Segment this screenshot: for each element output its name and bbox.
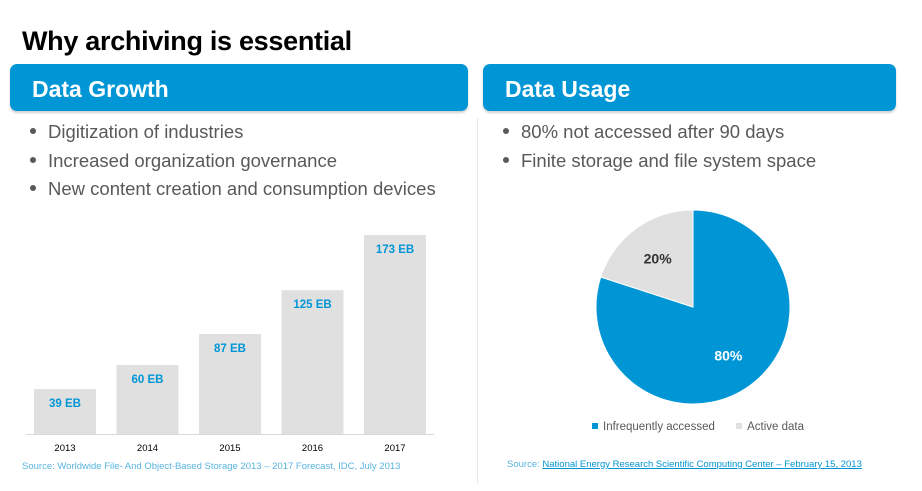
x-tick-label: 2014 [137,443,158,454]
bar-data-label: 87 EB [214,343,246,355]
bullet-text: Digitization of industries [48,121,244,142]
pie-data-label: 80% [714,348,743,364]
bar-2013 [34,389,96,434]
bullet-text: New content creation and consumption dev… [48,178,436,199]
data-growth-bar-chart: 39 EB 2013 60 EB 2014 87 EB 2015 125 EB 2016 173… [26,235,434,454]
bar-2015 [199,333,261,434]
bullet-text: 80% not accessed after 90 days [521,121,785,142]
bullet-dot-icon [30,185,36,192]
bullet-dot-icon [30,156,36,163]
source-citation: Source: National Energy Research Scienti… [507,459,862,470]
bar-data-label: 60 EB [132,374,164,386]
bullet-dot-icon [503,156,509,163]
x-tick-label: 2017 [384,443,405,454]
panel-divider [477,118,478,483]
bullet-item: 80% not accessed after 90 days [503,118,816,147]
x-tick-label: 2016 [302,443,323,454]
data-usage-bullets: 80% not accessed after 90 days Finite st… [503,118,816,175]
bar-data-label: 39 EB [49,398,81,410]
slide-title: Why archiving is essential [22,26,352,56]
source-prefix: Source: [507,459,543,470]
x-tick-label: 2015 [219,443,240,454]
pie-slice-active-data [600,209,694,308]
source-citation: Source: Worldwide File- And Object-Based… [22,461,401,472]
bar-2014 [116,364,179,434]
bullet-text: Finite storage and file system space [521,149,817,171]
data-usage-pie-chart: 80% 20% [595,209,791,405]
legend-swatch [592,422,598,429]
legend-item: Infrequently accessed [592,421,715,433]
data-growth-header: Data Growth [10,64,468,111]
bullet-item: Increased organization governance [30,147,436,176]
bullet-text: Increased organization governance [48,149,337,171]
bar-data-label: 125 EB [293,299,331,311]
pie-data-label: 20% [644,250,673,266]
pie-legend: Infrequently accessed Active data [592,421,822,433]
bar-2016 [281,290,344,434]
legend-label: Active data [747,421,804,433]
data-growth-bullets: Digitization of industries Increased org… [30,118,436,204]
bullet-dot-icon [30,128,36,135]
bullet-item: Finite storage and file system space [503,147,816,176]
legend-item: Active data [736,421,804,433]
legend-swatch [736,422,743,429]
data-usage-header: Data Usage [483,64,896,111]
bar-data-label: 173 EB [376,244,414,256]
x-tick-label: 2013 [54,443,75,454]
bar-2017 [364,235,426,434]
bullet-item: Digitization of industries [30,118,436,147]
bullet-dot-icon [503,128,509,135]
legend-label: Infrequently accessed [603,421,715,433]
bullet-item: New content creation and consumption dev… [30,175,436,204]
source-link[interactable]: National Energy Research Scientific Comp… [542,459,862,470]
